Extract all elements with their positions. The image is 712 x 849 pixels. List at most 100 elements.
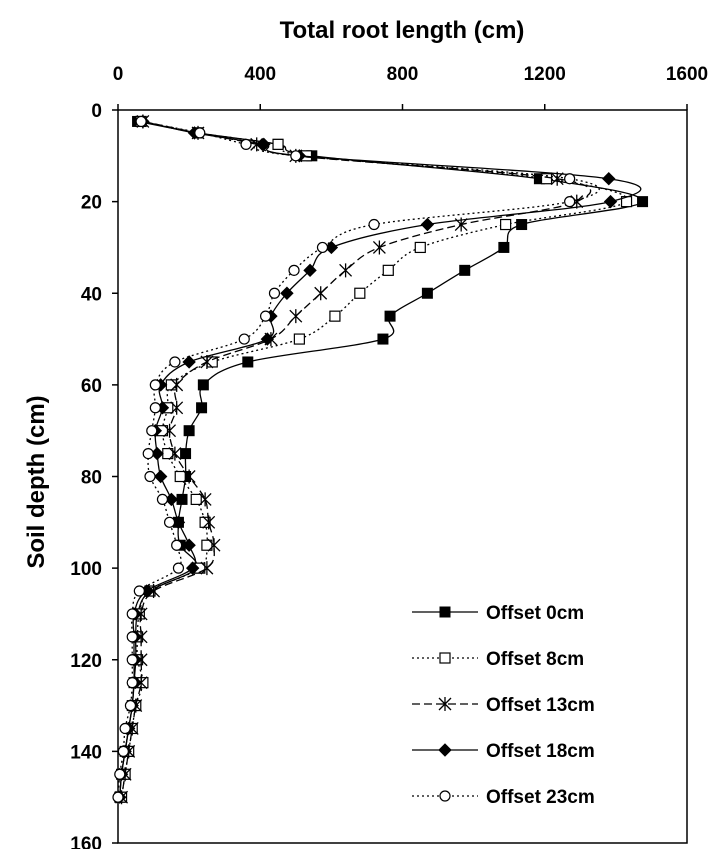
series-line xyxy=(120,120,629,798)
data-point xyxy=(126,654,138,666)
data-point xyxy=(163,516,176,528)
legend-label: Offset 18cm xyxy=(486,741,595,762)
x-tick-label: 800 xyxy=(387,64,419,85)
data-point xyxy=(119,722,131,735)
y-tick-label: 160 xyxy=(70,834,102,849)
x-tick-label: 0 xyxy=(113,64,124,85)
legend-item: Offset 23cm xyxy=(412,787,595,808)
data-point xyxy=(171,539,183,551)
data-point xyxy=(198,492,212,507)
data-point xyxy=(498,241,510,253)
legend-label: Offset 13cm xyxy=(486,695,595,716)
data-point xyxy=(149,379,161,391)
data-point xyxy=(134,606,148,621)
data-point xyxy=(372,240,386,255)
data-point xyxy=(242,356,254,368)
data-point xyxy=(414,241,426,254)
data-point xyxy=(564,173,576,185)
data-point xyxy=(603,194,618,209)
data-point xyxy=(377,333,389,345)
legend-item: Offset 18cm xyxy=(412,741,595,762)
y-tick-label: 40 xyxy=(81,284,102,305)
data-point xyxy=(142,447,154,460)
data-point xyxy=(314,286,328,301)
data-point xyxy=(500,218,512,231)
data-point xyxy=(564,196,576,208)
data-point xyxy=(257,137,271,152)
data-point xyxy=(439,790,451,802)
y-tick-label: 140 xyxy=(70,742,102,763)
plot-frame xyxy=(117,109,688,844)
data-point xyxy=(303,263,317,278)
data-point xyxy=(134,675,148,690)
data-point xyxy=(163,423,177,438)
data-point xyxy=(250,137,264,152)
data-point xyxy=(168,446,182,461)
y-tick-label: 60 xyxy=(81,376,102,397)
data-point xyxy=(516,219,528,231)
data-point xyxy=(439,652,451,664)
data-point xyxy=(260,332,275,346)
x-tick-label: 1600 xyxy=(666,64,708,85)
data-point xyxy=(240,138,252,150)
data-point xyxy=(540,173,553,185)
data-point xyxy=(194,127,206,139)
data-point xyxy=(149,402,161,414)
data-point xyxy=(126,677,138,689)
series-line xyxy=(120,120,592,798)
data-point xyxy=(182,538,196,552)
data-point xyxy=(133,585,145,597)
data-point xyxy=(134,629,148,644)
data-point xyxy=(438,743,452,757)
data-point xyxy=(438,697,452,711)
data-point xyxy=(382,264,394,276)
y-tick-label: 120 xyxy=(70,651,102,672)
data-point xyxy=(134,652,148,667)
x-tick-label: 400 xyxy=(244,64,276,85)
data-point xyxy=(170,377,184,392)
data-point xyxy=(459,264,471,276)
data-point xyxy=(272,138,284,150)
data-point xyxy=(172,562,185,574)
data-point xyxy=(170,400,184,415)
data-point xyxy=(238,333,250,345)
data-point xyxy=(180,448,192,460)
data-point xyxy=(637,196,649,208)
data-point xyxy=(124,699,137,712)
data-point xyxy=(114,768,126,780)
data-point xyxy=(280,286,294,300)
data-point xyxy=(185,561,200,575)
data-point xyxy=(182,355,196,369)
data-point xyxy=(421,287,433,299)
data-point xyxy=(112,791,124,803)
data-point xyxy=(126,608,138,620)
legend-item: Offset 0cm xyxy=(412,603,584,624)
series-offset-23cm xyxy=(112,115,600,803)
data-point xyxy=(135,115,147,128)
data-point xyxy=(259,310,272,322)
data-point xyxy=(354,287,366,299)
data-point xyxy=(316,241,329,254)
data-point xyxy=(201,539,213,551)
data-point xyxy=(602,172,616,186)
series-layer xyxy=(112,114,649,805)
data-point xyxy=(199,516,211,528)
data-point xyxy=(293,333,305,345)
data-point xyxy=(174,470,186,483)
axes: 0 400 800 1200 1600 0 20 40 60 80 100 120 140 160 xyxy=(70,64,708,849)
legend: Offset 0cm Offset 8cm Offset 13cm Offset 18… xyxy=(412,603,595,808)
legend-label: Offset 23cm xyxy=(486,787,595,808)
data-point xyxy=(339,263,353,278)
data-point xyxy=(202,515,216,530)
data-point xyxy=(144,470,156,483)
legend-item: Offset 13cm xyxy=(412,695,595,716)
x-tick-label: 1200 xyxy=(524,64,566,85)
data-point xyxy=(183,425,195,437)
data-point xyxy=(197,379,209,391)
data-point xyxy=(384,310,396,322)
data-point xyxy=(439,606,451,618)
data-point xyxy=(196,402,208,414)
data-point xyxy=(182,469,196,484)
legend-label: Offset 8cm xyxy=(486,649,584,670)
y-tick-label: 80 xyxy=(81,468,102,489)
